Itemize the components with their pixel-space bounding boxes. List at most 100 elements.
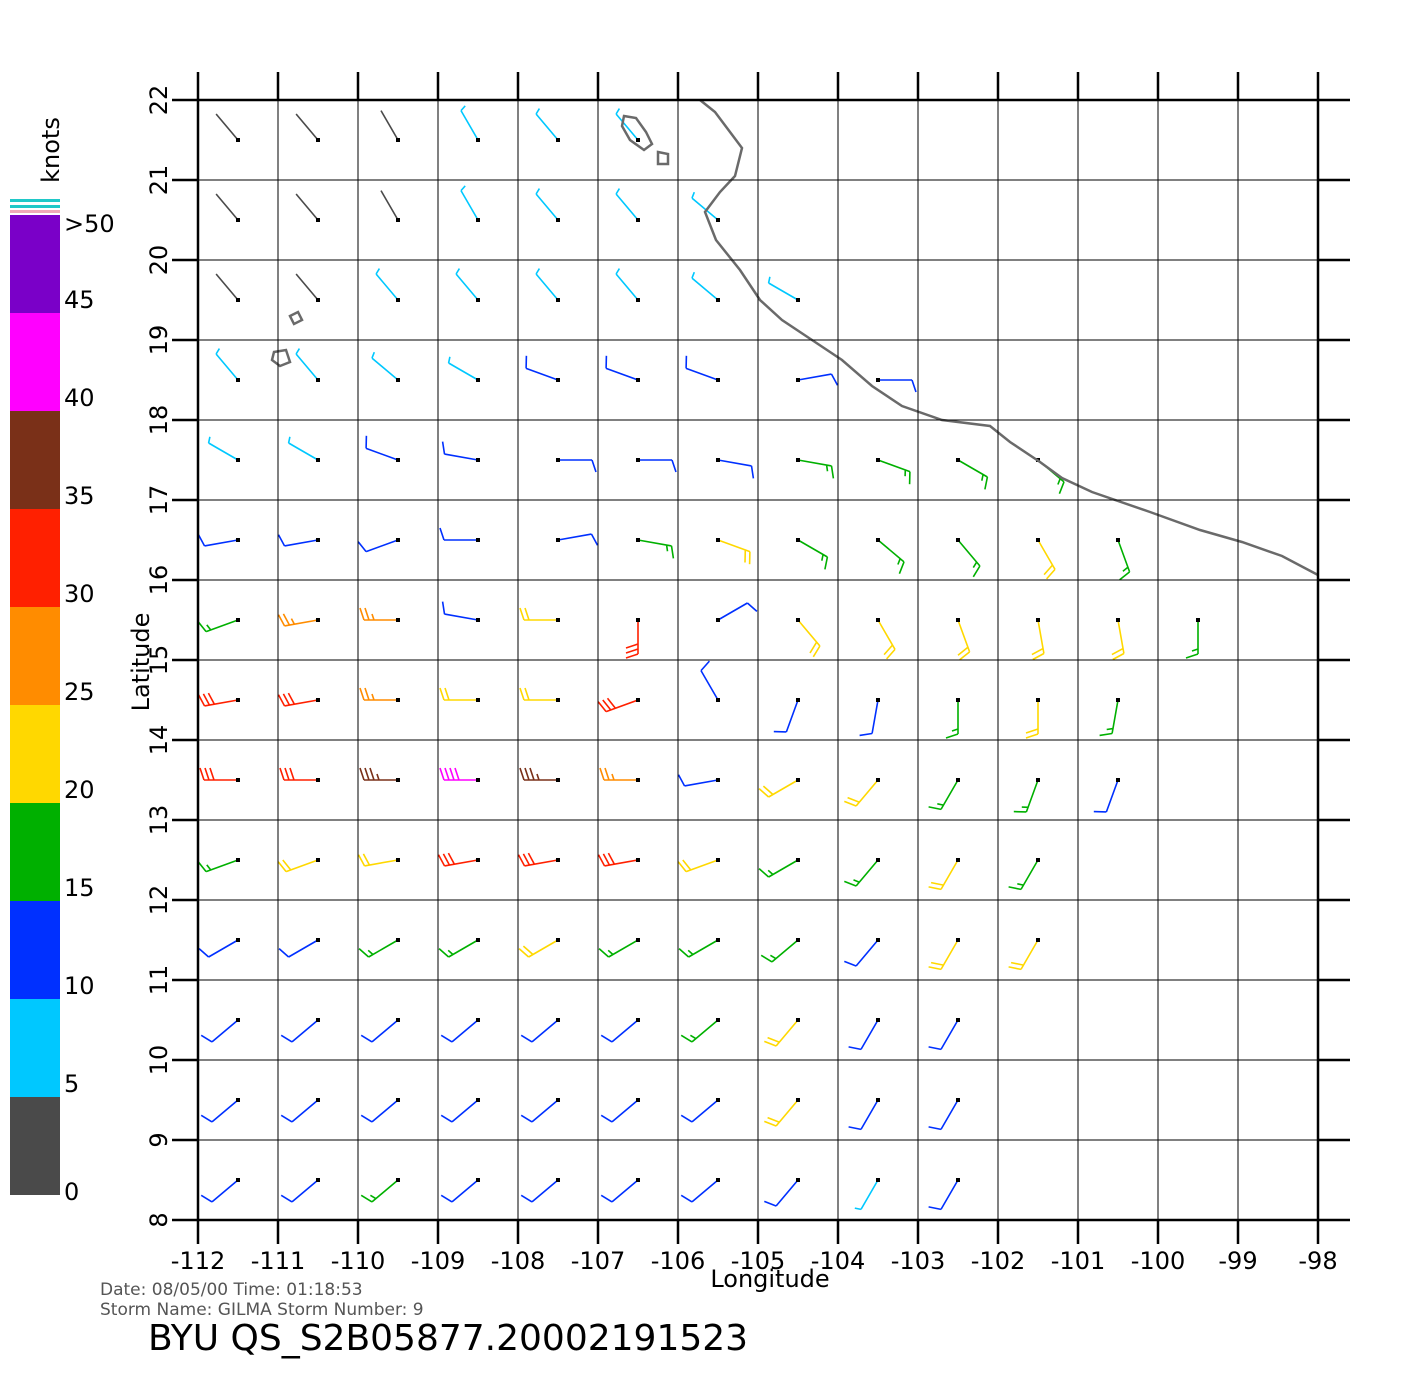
wind-barb [758, 779, 799, 798]
wind-barb [441, 601, 479, 621]
wind-barb [598, 939, 639, 958]
wind-barb [520, 1019, 559, 1043]
wind-barb [277, 534, 319, 547]
station-dot [396, 458, 400, 462]
wind-barb [615, 108, 639, 141]
wind-barb [295, 193, 319, 221]
island [620, 114, 654, 152]
wind-barb [437, 852, 479, 867]
wind-barb [215, 348, 239, 381]
station-dot [476, 298, 480, 302]
wind-barb [600, 1019, 639, 1043]
station-dot [236, 1018, 240, 1022]
station-dot [396, 938, 400, 942]
wind-barb [295, 113, 319, 141]
colorbar-cap [10, 205, 60, 208]
wind-barb [625, 620, 639, 659]
wind-barb [597, 697, 639, 713]
station-dot [636, 698, 640, 702]
wind-barb [1013, 779, 1039, 813]
wind-barb [928, 1099, 959, 1131]
wind-barb [365, 435, 399, 461]
colorbar-tick-label: 30 [64, 580, 95, 608]
wind-barb [440, 1179, 479, 1203]
wind-barb [360, 1019, 399, 1043]
wind-barb [773, 699, 799, 733]
station-dot [316, 458, 320, 462]
wind-barb [439, 527, 478, 541]
station-dot [556, 378, 560, 382]
wind-barb [1185, 620, 1199, 659]
colorbar-segment [10, 901, 60, 999]
station-dot [956, 1098, 960, 1102]
station-dot [316, 538, 320, 542]
station-dot [316, 938, 320, 942]
wind-barb [558, 459, 597, 473]
wind-barb [517, 852, 559, 867]
station-dot [476, 698, 480, 702]
station-dot [556, 938, 560, 942]
wind-barb [680, 1019, 719, 1043]
y-tick-label: 19 [145, 325, 173, 356]
x-tick-label: -105 [731, 1247, 785, 1275]
wind-barb [207, 436, 239, 461]
wind-barb [447, 356, 479, 381]
chart-title: BYU QS_S2B05877.20002191523 [148, 1318, 748, 1359]
station-dot [876, 1018, 880, 1022]
station-dot [716, 298, 720, 302]
station-dot [236, 858, 240, 862]
station-dot [396, 1178, 400, 1182]
station-dot [396, 618, 400, 622]
station-dot [876, 378, 880, 382]
wind-barb [615, 268, 639, 301]
station-dot [556, 698, 560, 702]
wind-barb [854, 1179, 879, 1211]
wind-barb [717, 602, 758, 621]
x-tick-label: -112 [171, 1247, 225, 1275]
wind-barb [600, 1099, 639, 1123]
wind-barb [638, 459, 677, 473]
wind-barb [200, 1179, 239, 1203]
island [270, 348, 292, 368]
station-dot [476, 1098, 480, 1102]
station-dot [316, 138, 320, 142]
wind-barb [439, 767, 478, 781]
plot-frame [196, 98, 1320, 1222]
wind-barb [535, 268, 559, 301]
station-dot [956, 1018, 960, 1022]
station-dot [956, 938, 960, 942]
wind-barb [957, 459, 989, 490]
station-dot [1036, 778, 1040, 782]
wind-barb [280, 1179, 319, 1203]
wind-barb [597, 852, 639, 867]
y-tick-label: 20 [145, 245, 173, 276]
wind-barb [438, 939, 479, 958]
y-tick-label: 10 [145, 1045, 173, 1076]
y-tick-label: 14 [145, 725, 173, 756]
station-dot [796, 858, 800, 862]
wind-barb [758, 859, 799, 878]
colorbar-tick-label: 10 [64, 972, 95, 1000]
station-dot [636, 1178, 640, 1182]
y-tick-label: 8 [145, 1212, 173, 1227]
station-dot [796, 378, 800, 382]
wind-barb [680, 1179, 719, 1203]
wind-barb [767, 276, 799, 301]
wind-barb [200, 1019, 239, 1043]
station-dot [236, 1178, 240, 1182]
wind-barb [197, 534, 239, 547]
wind-barb [717, 539, 751, 565]
station-dot [1036, 698, 1040, 702]
colorbar-segment [10, 509, 60, 607]
wind-barb [928, 939, 959, 971]
station-dot [876, 458, 880, 462]
colorbar-segment [10, 1097, 60, 1195]
station-dot [716, 1018, 720, 1022]
station-dot [796, 1018, 800, 1022]
colorbar-segment [10, 607, 60, 705]
station-dot [556, 778, 560, 782]
station-dot [236, 938, 240, 942]
station-dot [316, 858, 320, 862]
wind-barb [760, 939, 799, 963]
colorbar-tick-label: 0 [64, 1178, 79, 1206]
